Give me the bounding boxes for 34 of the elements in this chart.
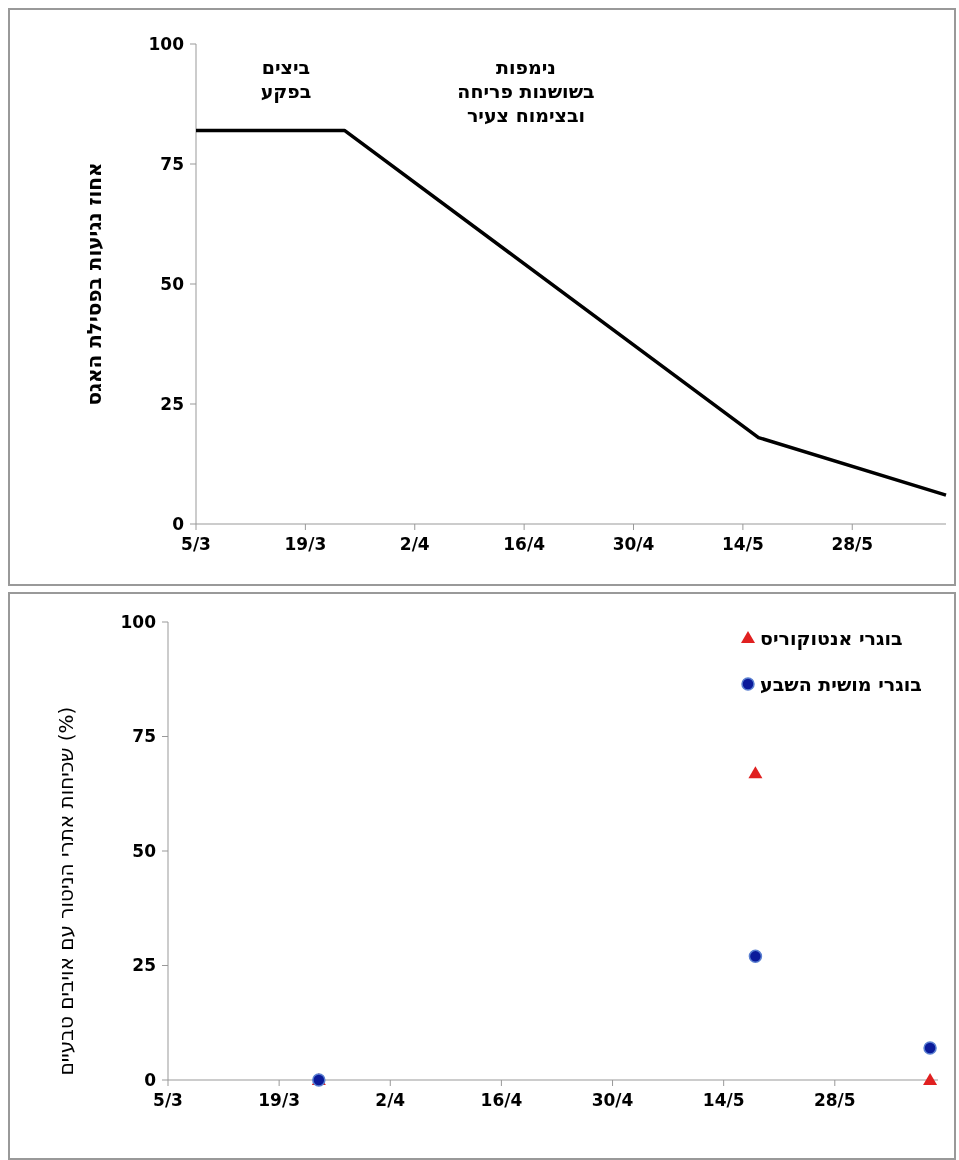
point xyxy=(923,1073,938,1085)
y-tick-label: 100 xyxy=(120,611,157,632)
y-tick-label: 0 xyxy=(172,513,185,534)
x-tick-label: 30/4 xyxy=(612,534,655,554)
y-axis-title: שכיחות אתרי הניטור עם אויבים טבעיים (%) xyxy=(54,706,78,1076)
y-tick-label: 100 xyxy=(148,33,185,54)
legend-label: בוגרי אנטוקוריס xyxy=(760,626,903,650)
x-tick-label: 19/3 xyxy=(284,534,327,554)
y-tick-label: 50 xyxy=(160,273,185,294)
y-axis-title: אחוז נגיעות בפסילת האגס xyxy=(82,162,106,406)
point xyxy=(748,949,763,964)
x-tick-label: 30/4 xyxy=(591,1090,634,1110)
x-tick-label: 28/5 xyxy=(831,534,874,554)
y-tick-label: 50 xyxy=(132,840,157,861)
y-tick-label: 25 xyxy=(160,393,184,414)
y-tick-label: 75 xyxy=(160,153,184,174)
y-tick-label: 25 xyxy=(132,955,156,976)
annotation: נימפות בשושנות פריחה ובצימוח צעיר xyxy=(457,56,595,126)
x-tick-label: 14/5 xyxy=(702,1090,745,1110)
y-tick-label: 75 xyxy=(132,726,156,747)
x-tick-label: 16/4 xyxy=(480,1090,523,1110)
y-tick-label: 0 xyxy=(144,1069,157,1090)
x-tick-label: 2/4 xyxy=(375,1090,406,1110)
point xyxy=(748,766,763,779)
x-tick-label: 14/5 xyxy=(722,534,764,554)
x-tick-label: 2/4 xyxy=(399,534,430,554)
x-tick-label: 5/3 xyxy=(181,534,211,554)
x-tick-label: 5/3 xyxy=(153,1090,183,1110)
x-tick-label: 16/4 xyxy=(503,534,546,554)
annotation: ביצים בפקע xyxy=(260,56,312,103)
x-tick-label: 19/3 xyxy=(258,1090,300,1110)
legend-label: בוגרי מושית השבע xyxy=(760,672,922,695)
point xyxy=(923,1041,937,1055)
x-tick-label: 28/5 xyxy=(813,1090,856,1110)
